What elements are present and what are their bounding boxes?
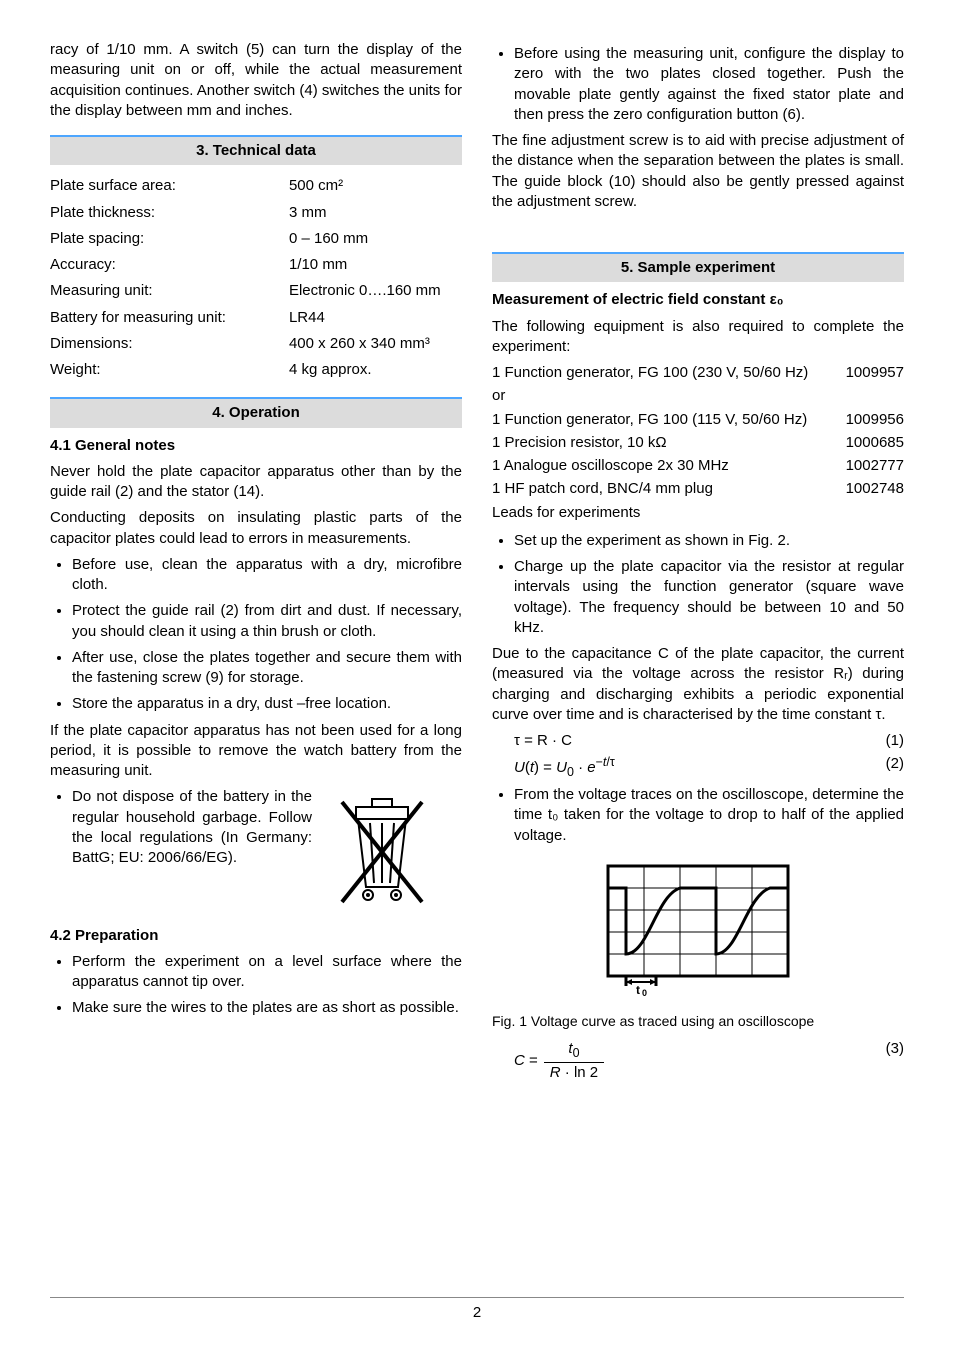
tech-val: 3 mm <box>289 200 462 226</box>
tech-val: 1/10 mm <box>289 252 462 278</box>
list-item: From the voltage traces on the oscillosc… <box>514 785 904 846</box>
equipment-or: or <box>492 386 904 406</box>
table-row: Accuracy:1/10 mm <box>50 252 462 278</box>
subsection-4-1-title: 4.1 General notes <box>50 436 462 456</box>
figure-1-caption: Fig. 1 Voltage curve as traced using an … <box>492 1012 904 1031</box>
table-row: Plate thickness:3 mm <box>50 200 462 226</box>
bullet-list-4-1: Before use, clean the apparatus with a d… <box>50 555 462 715</box>
equation-tag: (2) <box>886 754 904 781</box>
list-item: Set up the experiment as shown in Fig. 2… <box>514 531 904 551</box>
tech-key: Plate surface area: <box>50 173 289 199</box>
technical-data-table: Plate surface area:500 cm² Plate thickne… <box>50 173 462 383</box>
para-right-3: Due to the capacitance C of the plate ca… <box>492 644 904 725</box>
tech-key: Dimensions: <box>50 331 289 357</box>
equation-body: U(t) = U0 · e−t/τ <box>514 754 615 781</box>
tech-key: Weight: <box>50 357 289 383</box>
intro-para: racy of 1/10 mm. A switch (5) can turn t… <box>50 40 462 121</box>
list-item: Protect the guide rail (2) from dirt and… <box>72 601 462 642</box>
tech-key: Accuracy: <box>50 252 289 278</box>
tech-key: Plate spacing: <box>50 226 289 252</box>
list-item: Store the apparatus in a dry, dust –free… <box>72 694 462 714</box>
equipment-name: 1 Analogue oscilloscope 2x 30 MHz <box>492 456 729 476</box>
subsection-4-2-title: 4.2 Preparation <box>50 926 462 946</box>
tech-key: Battery for measuring unit: <box>50 305 289 331</box>
equipment-row: 1 Function generator, FG 100 (230 V, 50/… <box>492 363 904 383</box>
equation-3: C = t0 R · ln 2 (3) <box>514 1039 904 1083</box>
no-trash-icon <box>322 787 462 913</box>
equipment-code: 1002748 <box>846 479 904 499</box>
section-5-header: 5. Sample experiment <box>492 252 904 282</box>
tech-val: 400 x 260 x 340 mm³ <box>289 331 462 357</box>
battery-disposal-item: Do not dispose of the battery in the reg… <box>72 787 312 868</box>
equipment-name: 1 HF patch cord, BNC/4 mm plug <box>492 479 713 499</box>
equation-2: U(t) = U0 · e−t/τ (2) <box>514 754 904 781</box>
tech-val: Electronic 0….160 mm <box>289 278 462 304</box>
equipment-name: 1 Function generator, FG 100 (115 V, 50/… <box>492 410 807 430</box>
list-item: Before use, clean the apparatus with a d… <box>72 555 462 596</box>
svg-text:0: 0 <box>642 988 647 996</box>
equipment-code: 1000685 <box>846 433 904 453</box>
equation-body: τ = R · C <box>514 731 572 751</box>
tech-val: 500 cm² <box>289 173 462 199</box>
tech-key: Measuring unit: <box>50 278 289 304</box>
left-column: racy of 1/10 mm. A switch (5) can turn t… <box>50 40 462 1267</box>
equipment-row: 1 Analogue oscilloscope 2x 30 MHz 100277… <box>492 456 904 476</box>
list-item: Perform the experiment on a level surfac… <box>72 952 462 993</box>
table-row: Battery for measuring unit:LR44 <box>50 305 462 331</box>
equipment-row: 1 Function generator, FG 100 (115 V, 50/… <box>492 410 904 430</box>
list-item: Make sure the wires to the plates are as… <box>72 998 462 1018</box>
equipment-name: 1 Precision resistor, 10 kΩ <box>492 433 667 453</box>
equipment-code: 1009956 <box>846 410 904 430</box>
bullet-list-right-2: Set up the experiment as shown in Fig. 2… <box>492 531 904 638</box>
equipment-row: 1 HF patch cord, BNC/4 mm plug 1002748 <box>492 479 904 499</box>
bullet-list-4-2: Perform the experiment on a level surfac… <box>50 952 462 1019</box>
section-3-header: 3. Technical data <box>50 135 462 165</box>
list-item: Before using the measuring unit, configu… <box>514 44 904 125</box>
equation-body: C = t0 R · ln 2 <box>514 1039 604 1083</box>
para-4-1-a: Never hold the plate capacitor apparatus… <box>50 462 462 503</box>
equation-tag: (3) <box>886 1039 904 1083</box>
section-4-header: 4. Operation <box>50 397 462 427</box>
svg-text:t: t <box>636 983 640 996</box>
bullet-list-right-3: From the voltage traces on the oscillosc… <box>492 785 904 846</box>
para-4-1-c: If the plate capacitor apparatus has not… <box>50 721 462 782</box>
table-row: Plate surface area:500 cm² <box>50 173 462 199</box>
equipment-code: 1009957 <box>846 363 904 383</box>
tech-val: LR44 <box>289 305 462 331</box>
table-row: Dimensions:400 x 260 x 340 mm³ <box>50 331 462 357</box>
table-row: Weight:4 kg approx. <box>50 357 462 383</box>
battery-disposal-row: Do not dispose of the battery in the reg… <box>50 787 462 913</box>
table-row: Plate spacing:0 – 160 mm <box>50 226 462 252</box>
measurement-title: Measurement of electric field constant ε… <box>492 290 904 310</box>
equipment-row: 1 Precision resistor, 10 kΩ 1000685 <box>492 433 904 453</box>
right-column: Before using the measuring unit, configu… <box>492 40 904 1267</box>
page-number: 2 <box>473 1304 481 1321</box>
equipment-leads: Leads for experiments <box>492 503 904 523</box>
tech-val: 0 – 160 mm <box>289 226 462 252</box>
para-4-1-b: Conducting deposits on insulating plasti… <box>50 508 462 549</box>
page-footer: 2 <box>50 1297 904 1321</box>
equipment-name: 1 Function generator, FG 100 (230 V, 50/… <box>492 363 808 383</box>
table-row: Measuring unit:Electronic 0….160 mm <box>50 278 462 304</box>
list-item: After use, close the plates together and… <box>72 648 462 689</box>
equipment-list: 1 Function generator, FG 100 (230 V, 50/… <box>492 363 904 523</box>
tech-val: 4 kg approx. <box>289 357 462 383</box>
para-right-1: The fine adjustment screw is to aid with… <box>492 131 904 212</box>
equation-tag: (1) <box>886 731 904 751</box>
equipment-code: 1002777 <box>846 456 904 476</box>
list-item: Charge up the plate capacitor via the re… <box>514 557 904 638</box>
equation-1: τ = R · C (1) <box>514 731 904 751</box>
tech-key: Plate thickness: <box>50 200 289 226</box>
para-right-2: The following equipment is also required… <box>492 317 904 358</box>
oscilloscope-figure: t 0 <box>492 856 904 1002</box>
bullet-list-right-1: Before using the measuring unit, configu… <box>492 44 904 125</box>
